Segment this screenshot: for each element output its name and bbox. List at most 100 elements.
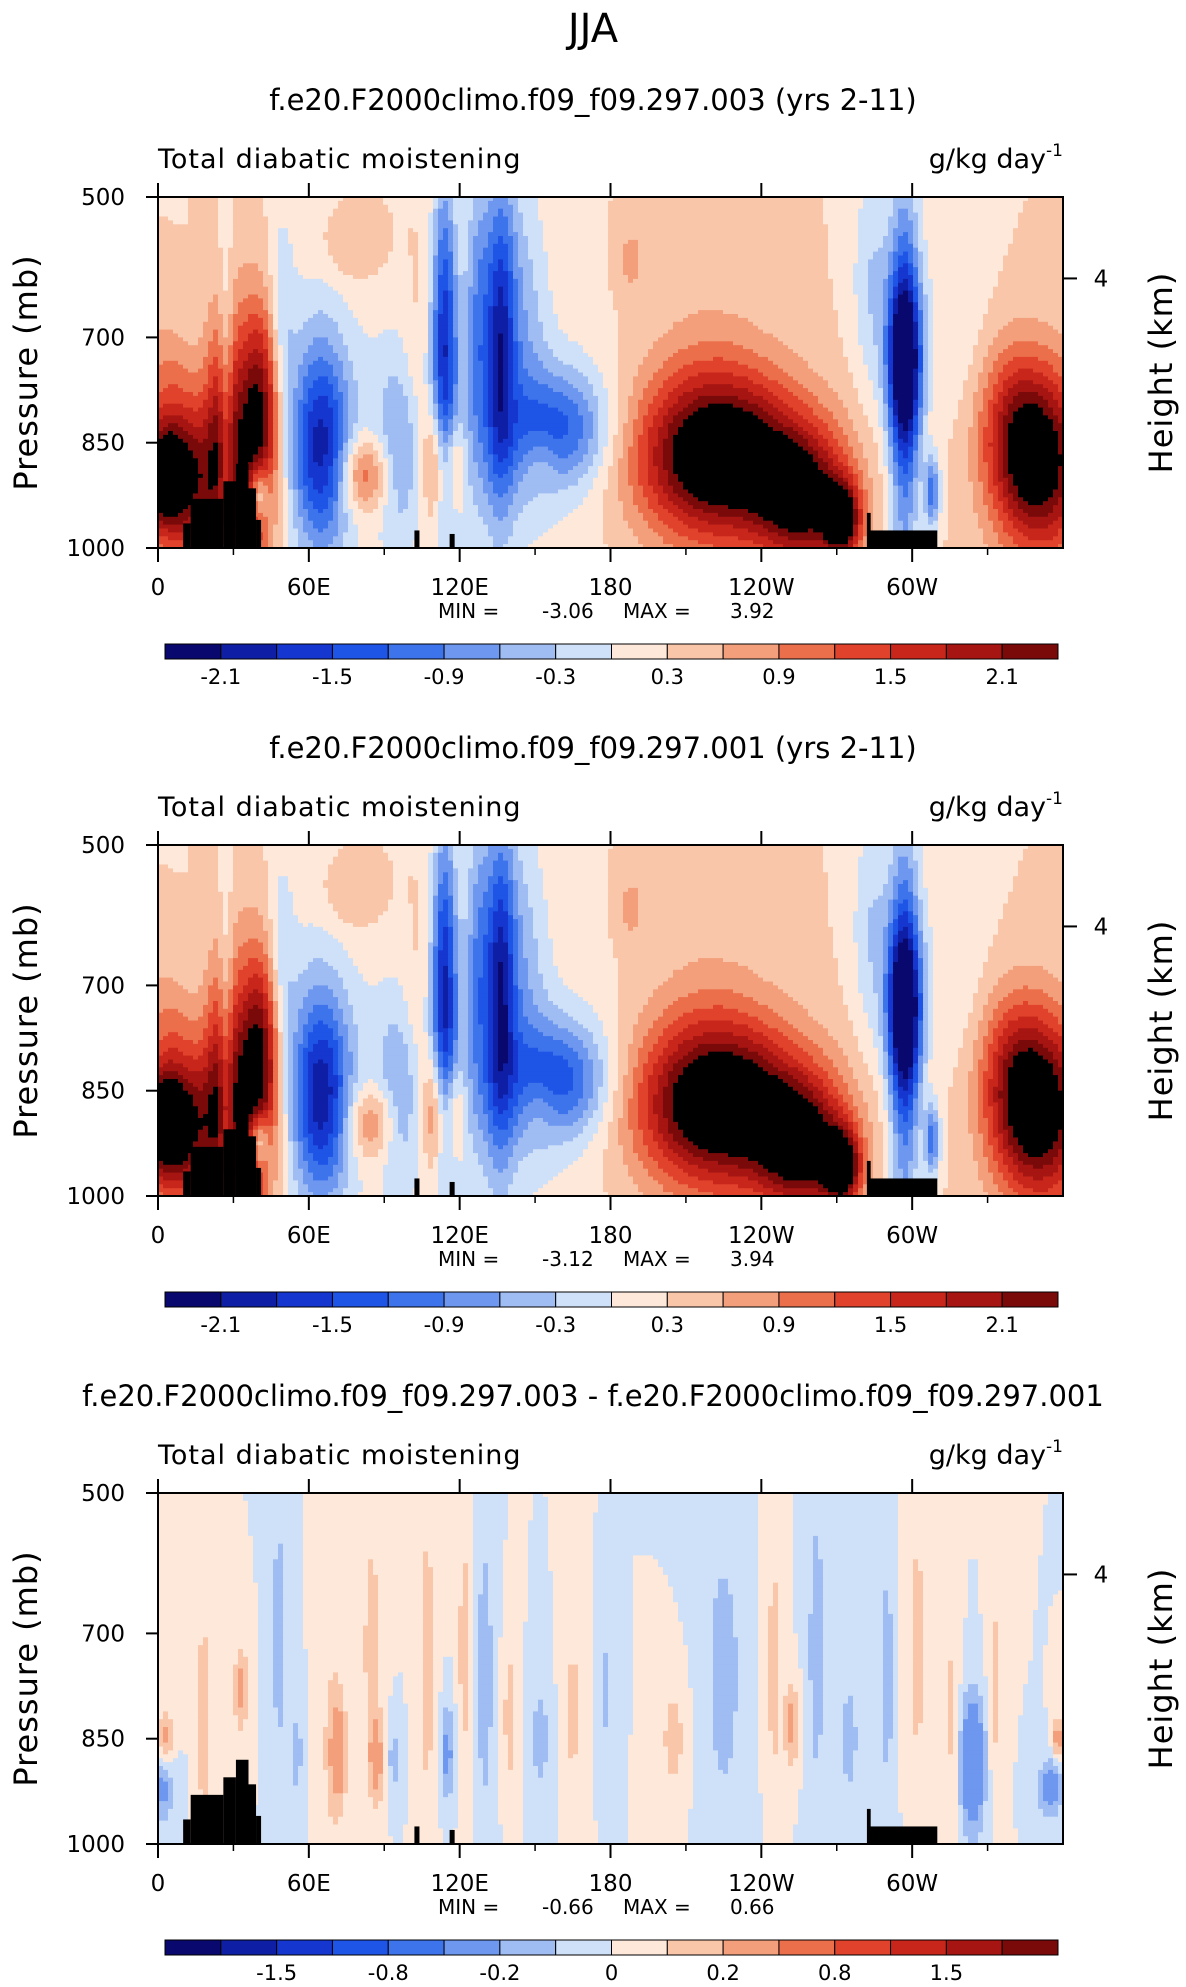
y-right-tick-label: 4 (1094, 1562, 1109, 1588)
x-tick-label: 120W (728, 1223, 795, 1249)
min-label: MIN = (438, 1895, 499, 1919)
colorbar-label: -1.5 (312, 1313, 353, 1337)
y-axis-label-right: Height (km) (1142, 1568, 1180, 1770)
season-title: JJA (565, 6, 619, 52)
colorbar-box (443, 1939, 501, 1956)
chart-subtitle: Total diabatic moistening (157, 1440, 521, 1471)
units-label: g/kg day-1 (929, 1437, 1063, 1471)
colorbar-label: -1.5 (312, 665, 353, 689)
colorbar-box (945, 1291, 1003, 1308)
colorbar: -2.1 -1.5 -0.9 -0.3 0.3 0.9 1.5 2.1 (164, 643, 1059, 689)
terrain-block (190, 498, 224, 548)
colorbar-label: 0.3 (651, 665, 684, 689)
x-tick-label: 60E (287, 1223, 331, 1249)
x-tick-label: 60W (886, 575, 938, 601)
terrain-block (869, 1826, 938, 1844)
x-tick-label: 180 (589, 1871, 633, 1897)
colorbar-box (164, 643, 222, 660)
chart-panel-2: f.e20.F2000climo.f09_f09.297.001 (yrs 2-… (7, 731, 1180, 1337)
colorbar-label: 0.2 (706, 1961, 739, 1985)
terrain-block (248, 488, 257, 548)
colorbar-box (1001, 1291, 1059, 1308)
x-tick-label: 180 (589, 1223, 633, 1249)
x-tick-label: 0 (151, 575, 166, 601)
terrain-block (223, 1777, 236, 1844)
colorbar-box (1001, 643, 1059, 660)
max-value: 3.92 (730, 599, 775, 623)
x-tick-label: 120W (728, 575, 795, 601)
y-tick-label: 850 (81, 1727, 125, 1753)
colorbar-box (387, 643, 445, 660)
x-tick-label: 60W (886, 1871, 938, 1897)
terrain-block (866, 512, 871, 548)
colorbar-box (945, 643, 1003, 660)
colorbar-box (220, 643, 278, 660)
colorbar-box (499, 1291, 557, 1308)
colorbar-box (331, 643, 389, 660)
colorbar-box (666, 1939, 724, 1956)
colorbar-label: -1.5 (256, 1961, 297, 1985)
terrain-block (183, 1819, 191, 1844)
terrain-block (183, 523, 191, 548)
terrain-block (190, 1794, 224, 1844)
x-tick-label: 120W (728, 1871, 795, 1897)
terrain-mask (183, 1759, 938, 1844)
units-label: g/kg day-1 (929, 789, 1063, 823)
colorbar-label: -2.1 (200, 1313, 241, 1337)
colorbar-box (945, 1939, 1003, 1956)
colorbar-box (778, 1939, 836, 1956)
colorbar-box (778, 643, 836, 660)
terrain-block (414, 1826, 420, 1844)
colorbar-box (220, 1291, 278, 1308)
x-tick-label: 60E (287, 575, 331, 601)
colorbar-label: -0.3 (535, 665, 576, 689)
colorbar-box (555, 1291, 612, 1308)
y-tick-label: 700 (81, 973, 125, 999)
colorbar-box (499, 1939, 557, 1956)
colorbar-label: 0.3 (651, 1313, 684, 1337)
colorbar-label: -0.9 (424, 665, 465, 689)
max-value: 3.94 (730, 1247, 775, 1271)
y-axis-label-right: Height (km) (1142, 920, 1180, 1122)
units-label: g/kg day-1 (929, 141, 1063, 175)
colorbar-label: 0.9 (762, 1313, 795, 1337)
y-tick-label: 700 (81, 1621, 125, 1647)
colorbar-box (276, 1291, 333, 1308)
y-right-tick-label: 4 (1094, 914, 1109, 940)
max-label: MAX = (623, 1247, 691, 1271)
colorbar-box (611, 1939, 668, 1956)
max-label: MAX = (623, 599, 691, 623)
colorbar-box (722, 1939, 780, 1956)
x-tick-label: 180 (589, 575, 633, 601)
colorbar-box (611, 1291, 668, 1308)
y-tick-label: 500 (81, 185, 125, 211)
terrain-block (449, 1181, 455, 1196)
colorbar-box (164, 1939, 222, 1956)
terrain-mask (183, 1111, 938, 1196)
colorbar-box (722, 1291, 780, 1308)
x-tick-label: 120E (430, 575, 488, 601)
colorbar-label: -0.8 (368, 1961, 409, 1985)
y-axis-label-right: Height (km) (1142, 272, 1180, 474)
chart-subtitle: Total diabatic moistening (157, 144, 521, 175)
colorbar-box (499, 643, 557, 660)
x-tick-label: 0 (151, 1871, 166, 1897)
colorbar-box (387, 1939, 445, 1956)
colorbar-label: 0 (605, 1961, 618, 1985)
y-tick-label: 700 (81, 325, 125, 351)
colorbar-box (834, 643, 892, 660)
contour-field (158, 197, 1064, 549)
min-label: MIN = (438, 1247, 499, 1271)
colorbar-box (276, 643, 333, 660)
chart-panel-3: f.e20.F2000climo.f09_f09.297.003 - f.e20… (7, 1379, 1180, 1985)
terrain-block (235, 463, 249, 548)
y-tick-label: 500 (81, 833, 125, 859)
terrain-block (869, 1178, 938, 1196)
colorbar-box (834, 1291, 892, 1308)
y-axis-label: Pressure (mb) (7, 902, 45, 1138)
y-tick-label: 850 (81, 431, 125, 457)
terrain-mask (183, 463, 938, 548)
chart-title: f.e20.F2000climo.f09_f09.297.003 - f.e20… (82, 1379, 1104, 1413)
colorbar-box (890, 643, 947, 660)
y-tick-label: 500 (81, 1481, 125, 1507)
